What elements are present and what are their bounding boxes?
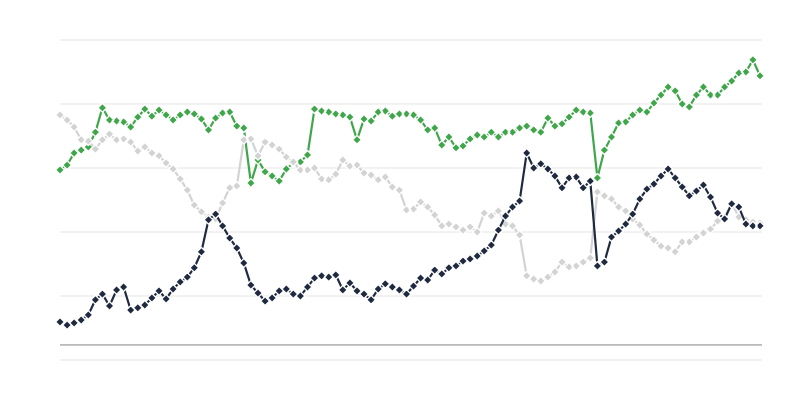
gray-series-markers bbox=[54, 109, 766, 287]
navy-series-markers bbox=[54, 147, 766, 331]
green-series-markers bbox=[54, 54, 766, 189]
navy-series-line bbox=[58, 151, 762, 327]
